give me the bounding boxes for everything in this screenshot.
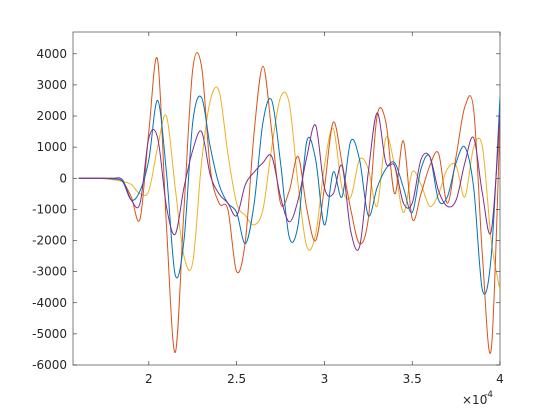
y-tick-label: 4000 <box>36 47 67 61</box>
data-line <box>78 112 500 251</box>
plot-area <box>78 52 500 354</box>
y-tick-label: 3000 <box>36 78 67 92</box>
y-tick-label: 0 <box>59 171 67 185</box>
x-tick-label: 4 <box>496 372 504 386</box>
y-tick-label: -2000 <box>32 234 67 248</box>
x-tick-label: 3 <box>321 372 329 386</box>
x-multiplier: ×10 <box>462 393 487 407</box>
x-tick-label: 2 <box>145 372 153 386</box>
y-tick-label: 1000 <box>36 140 67 154</box>
x-exponent: -4 <box>484 390 493 400</box>
y-tick-label: 2000 <box>36 109 67 123</box>
y-tick-label: -1000 <box>32 202 67 216</box>
y-tick-label: -5000 <box>32 327 67 341</box>
data-line <box>78 95 500 295</box>
y-tick-label: -4000 <box>32 296 67 310</box>
x-tick-label: 3.5 <box>403 372 422 386</box>
data-line <box>78 86 500 291</box>
y-tick-label: -6000 <box>32 358 67 372</box>
x-tick-label: 2.5 <box>227 372 246 386</box>
y-tick-label: -3000 <box>32 265 67 279</box>
data-line <box>78 52 500 354</box>
